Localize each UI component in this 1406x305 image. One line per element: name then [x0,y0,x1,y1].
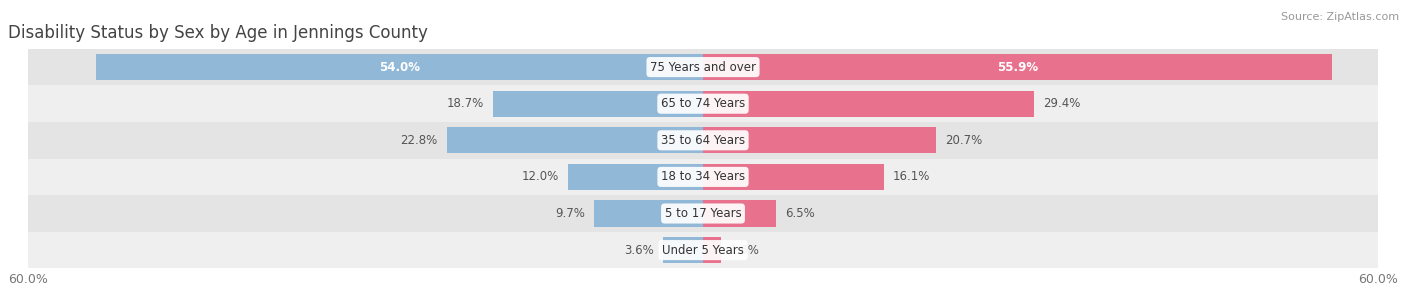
Text: 1.6%: 1.6% [730,244,759,257]
Bar [703,164,884,190]
Text: 29.4%: 29.4% [1043,97,1080,110]
Text: Disability Status by Sex by Age in Jennings County: Disability Status by Sex by Age in Jenni… [8,24,427,42]
Text: 54.0%: 54.0% [378,61,420,74]
Bar [28,49,1378,85]
Bar [703,200,776,227]
Bar [703,127,936,153]
Bar [703,91,1033,117]
Text: 9.7%: 9.7% [555,207,585,220]
Bar [703,237,721,263]
Bar [662,237,703,263]
Bar [28,122,1378,159]
Text: Source: ZipAtlas.com: Source: ZipAtlas.com [1281,12,1399,22]
Text: 18.7%: 18.7% [447,97,484,110]
Bar [703,54,1331,80]
Text: 55.9%: 55.9% [997,61,1038,74]
Text: 75 Years and over: 75 Years and over [650,61,756,74]
Bar [28,159,1378,195]
Bar [593,200,703,227]
Text: 35 to 64 Years: 35 to 64 Years [661,134,745,147]
Text: 22.8%: 22.8% [401,134,437,147]
Text: 6.5%: 6.5% [785,207,815,220]
Text: Under 5 Years: Under 5 Years [662,244,744,257]
Bar [28,232,1378,268]
Bar [28,195,1378,232]
Text: 16.1%: 16.1% [893,170,931,183]
Text: 5 to 17 Years: 5 to 17 Years [665,207,741,220]
Text: 12.0%: 12.0% [522,170,560,183]
Text: 3.6%: 3.6% [624,244,654,257]
Bar [96,54,703,80]
Bar [568,164,703,190]
Bar [28,85,1378,122]
Text: 65 to 74 Years: 65 to 74 Years [661,97,745,110]
Text: 20.7%: 20.7% [945,134,981,147]
Text: 18 to 34 Years: 18 to 34 Years [661,170,745,183]
Bar [447,127,703,153]
Bar [492,91,703,117]
